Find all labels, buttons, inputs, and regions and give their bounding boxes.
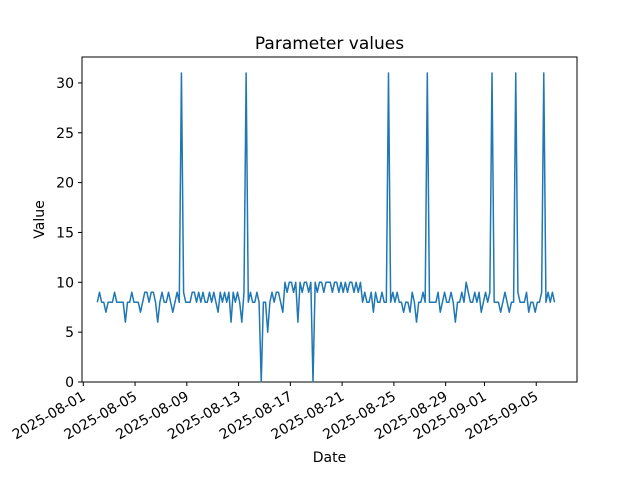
y-axis-label: Value — [32, 200, 48, 238]
data-line-series — [96, 72, 556, 383]
x-axis-ticks: 2025-08-012025-08-052025-08-092025-08-13… — [10, 382, 541, 443]
y-tick-label: 5 — [65, 325, 74, 341]
y-tick-label: 15 — [56, 225, 74, 241]
chart-title: Parameter values — [255, 34, 404, 54]
x-axis-label: Date — [313, 450, 346, 466]
y-tick-label: 0 — [65, 375, 74, 391]
y-tick-label: 10 — [56, 275, 74, 291]
y-tick-label: 30 — [56, 76, 74, 92]
y-tick-label: 20 — [56, 176, 74, 192]
y-axis-ticks: 0 5 10 15 20 25 30 — [56, 76, 82, 391]
y-tick-label: 25 — [56, 126, 74, 142]
plot-area — [81, 56, 578, 383]
